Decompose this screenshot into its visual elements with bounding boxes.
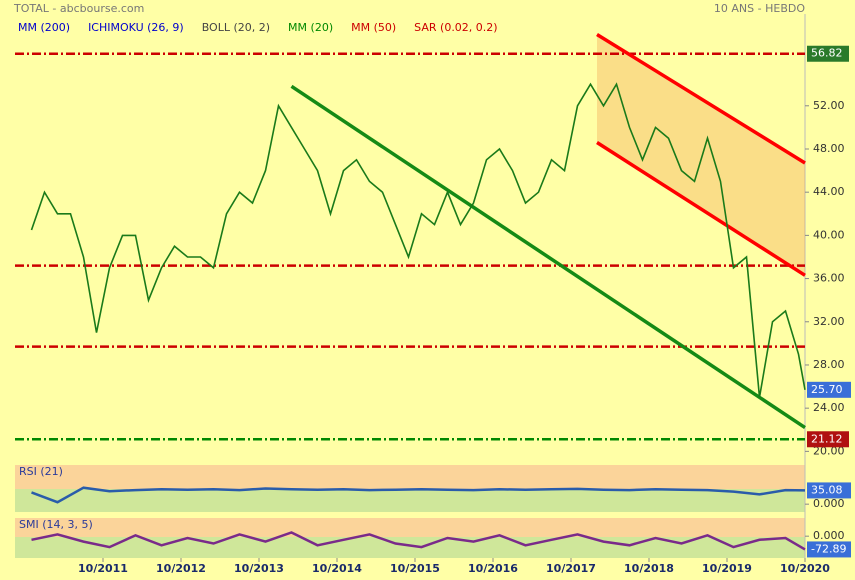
y-tick-label: 28.00 — [813, 358, 845, 371]
indicator-label: ICHIMOKU (26, 9) — [88, 21, 184, 34]
y-tick-label: 44.00 — [813, 185, 845, 198]
smi-upper-band — [15, 518, 805, 537]
level-tag-label: 56.82 — [811, 47, 843, 60]
panel-title: RSI (21) — [19, 465, 63, 478]
x-tick-label: 10/2019 — [702, 562, 752, 575]
price-line — [30, 82, 806, 398]
x-tick-label: 10/2018 — [624, 562, 674, 575]
last-value-tag — [807, 541, 851, 558]
last-value-label: 35.08 — [811, 483, 843, 496]
rsi-upper-band — [15, 465, 805, 489]
x-tick-label: 10/2016 — [468, 562, 518, 575]
trend-line — [596, 33, 806, 165]
x-tick-label: 10/2013 — [234, 562, 284, 575]
level-tag — [807, 45, 849, 62]
y-tick-label: 24.00 — [813, 401, 845, 414]
y-tick-label: 52.00 — [813, 99, 845, 112]
chart-subtitle: 10 ANS - HEBDO — [714, 2, 805, 15]
price-line — [31, 486, 806, 504]
y-tick-label: 48.00 — [813, 142, 845, 155]
last-value-tag — [807, 381, 851, 398]
x-tick-label: 10/2011 — [78, 562, 128, 575]
y-tick-label: 0.000 — [813, 497, 845, 510]
smi-lower-band — [15, 537, 805, 558]
last-value-label: -72.89 — [811, 542, 846, 555]
rsi-lower-band — [15, 489, 805, 512]
chart-title: TOTAL - abcbourse.com — [13, 2, 144, 15]
last-value-label: 25.70 — [811, 383, 843, 396]
x-tick-label: 10/2014 — [312, 562, 362, 575]
last-value-tag — [807, 482, 851, 499]
level-tag — [807, 431, 849, 448]
x-tick-label: 10/2012 — [156, 562, 206, 575]
y-tick-label: 40.00 — [813, 228, 845, 241]
y-tick-label: 32.00 — [813, 315, 845, 328]
indicator-label: MM (20) — [288, 21, 333, 34]
x-tick-label: 10/2020 — [780, 562, 830, 575]
y-tick-label: 36.00 — [813, 272, 845, 285]
trend-line — [596, 141, 806, 277]
channel-fill — [597, 34, 805, 276]
indicator-label: SAR (0.02, 0.2) — [414, 21, 497, 34]
indicator-label: MM (50) — [351, 21, 396, 34]
indicator-label: MM (200) — [18, 21, 70, 34]
price-line — [31, 531, 806, 551]
y-tick-label: 20.00 — [813, 444, 845, 457]
trend-line — [290, 84, 806, 430]
level-tag-label: 21.12 — [811, 432, 843, 445]
x-tick-label: 10/2015 — [390, 562, 440, 575]
panel-title: SMI (14, 3, 5) — [19, 518, 93, 531]
y-tick-label: 0.000 — [813, 529, 845, 542]
indicator-label: BOLL (20, 2) — [202, 21, 270, 34]
x-tick-label: 10/2017 — [546, 562, 596, 575]
